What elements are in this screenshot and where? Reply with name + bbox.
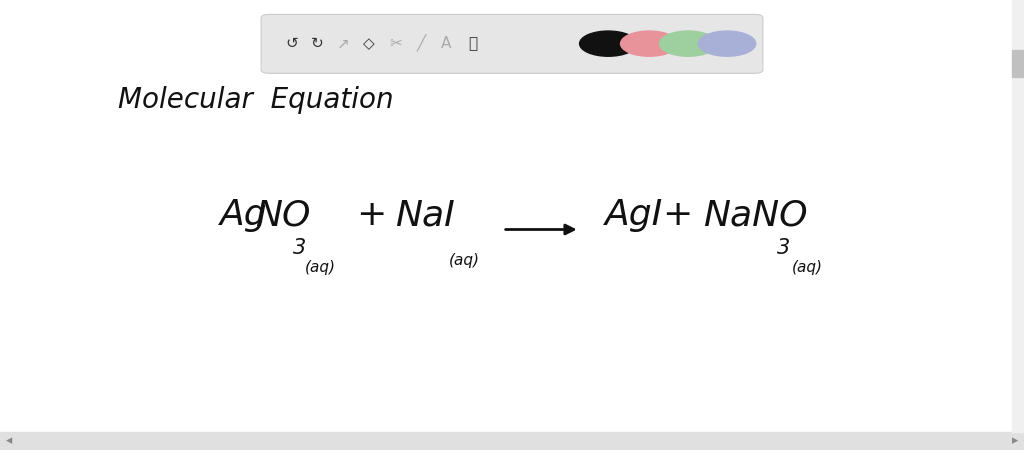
Circle shape: [659, 31, 717, 56]
Text: (aq): (aq): [449, 253, 479, 269]
Text: ◂: ◂: [6, 435, 12, 447]
Text: NaI: NaI: [395, 198, 455, 232]
Text: Molecular  Equation: Molecular Equation: [118, 86, 393, 114]
FancyBboxPatch shape: [261, 14, 763, 73]
Text: ▸: ▸: [1012, 435, 1018, 447]
Text: +: +: [356, 198, 387, 232]
Text: 3: 3: [293, 238, 306, 258]
Text: 3: 3: [777, 238, 791, 258]
Text: ⬜: ⬜: [469, 36, 477, 51]
Text: NO: NO: [255, 198, 310, 232]
Text: ◇: ◇: [362, 36, 375, 51]
Bar: [1012, 50, 1024, 76]
Text: ✂: ✂: [389, 36, 401, 51]
Circle shape: [698, 31, 756, 56]
Text: ↺: ↺: [286, 36, 298, 51]
Circle shape: [621, 31, 678, 56]
Text: NaNO: NaNO: [703, 198, 808, 232]
Text: ↻: ↻: [311, 36, 324, 51]
Text: A: A: [441, 36, 452, 51]
Text: +: +: [663, 198, 693, 232]
Text: ╱: ╱: [417, 35, 425, 52]
Text: (aq): (aq): [305, 260, 336, 275]
Text: AgI: AgI: [605, 198, 664, 232]
Text: (aq): (aq): [792, 260, 822, 275]
Text: ↗: ↗: [337, 36, 349, 51]
Text: Ag: Ag: [220, 198, 268, 232]
Bar: [0, 432, 1024, 450]
Circle shape: [580, 31, 637, 56]
Bar: [1012, 0, 1024, 432]
